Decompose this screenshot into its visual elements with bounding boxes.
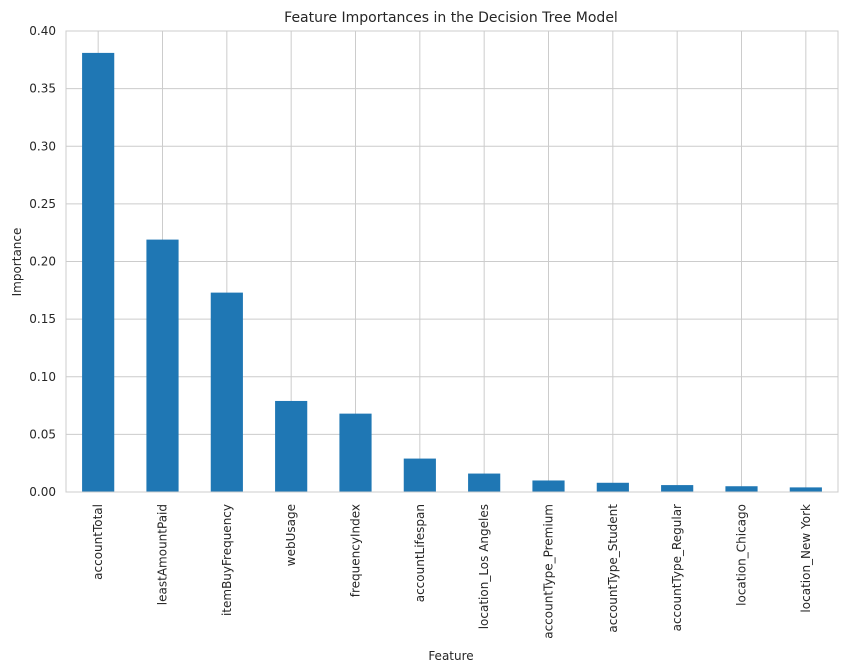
x-tick-label: location_Los Angeles bbox=[477, 504, 491, 629]
x-tick-label: leastAmountPaid bbox=[156, 504, 170, 605]
bar bbox=[532, 480, 565, 492]
bar bbox=[82, 52, 115, 493]
x-tick-label: location_Chicago bbox=[735, 504, 749, 606]
y-tick-label: 0.25 bbox=[29, 197, 56, 211]
x-tick-label: accountType_Student bbox=[606, 504, 620, 633]
bars bbox=[82, 52, 822, 493]
y-tick-label: 0.05 bbox=[29, 427, 56, 441]
y-tick-label: 0.00 bbox=[29, 485, 56, 499]
bar bbox=[403, 458, 436, 492]
bar bbox=[468, 473, 501, 492]
x-tick-label: itemBuyFrequency bbox=[220, 504, 234, 616]
bar bbox=[789, 487, 822, 492]
chart-title: Feature Importances in the Decision Tree… bbox=[284, 10, 618, 26]
y-tick-label: 0.30 bbox=[29, 139, 56, 153]
x-tick-label: frequencyIndex bbox=[349, 504, 363, 597]
grid-lines bbox=[66, 30, 838, 493]
x-tick-label: accountType_Premium bbox=[542, 504, 556, 639]
x-tick-label: accountTotal bbox=[91, 504, 105, 580]
y-tick-label: 0.20 bbox=[29, 255, 56, 269]
x-tick-label: location_New York bbox=[799, 504, 813, 613]
bar bbox=[661, 485, 694, 492]
axes: 0.00 0.05 0.10 0.15 0.20 0.25 0.30 0.35 0.40 acco… bbox=[29, 24, 839, 639]
x-tick-label: accountLifespan bbox=[413, 504, 427, 602]
bar bbox=[339, 413, 372, 492]
bar bbox=[275, 400, 308, 492]
x-tick-label: accountType_Regular bbox=[670, 504, 684, 631]
x-tick-label: webUsage bbox=[284, 504, 298, 566]
bar bbox=[210, 292, 243, 492]
y-tick-label: 0.10 bbox=[29, 370, 56, 384]
plot-frame bbox=[65, 30, 839, 493]
y-tick-label: 0.40 bbox=[29, 24, 56, 38]
y-axis-title: Importance bbox=[10, 228, 24, 297]
y-tick-label: 0.15 bbox=[29, 312, 56, 326]
bar bbox=[596, 482, 629, 492]
y-tick-label: 0.35 bbox=[29, 82, 56, 96]
bar bbox=[725, 486, 758, 492]
x-axis-title: Feature bbox=[428, 649, 473, 663]
bar bbox=[146, 239, 179, 492]
